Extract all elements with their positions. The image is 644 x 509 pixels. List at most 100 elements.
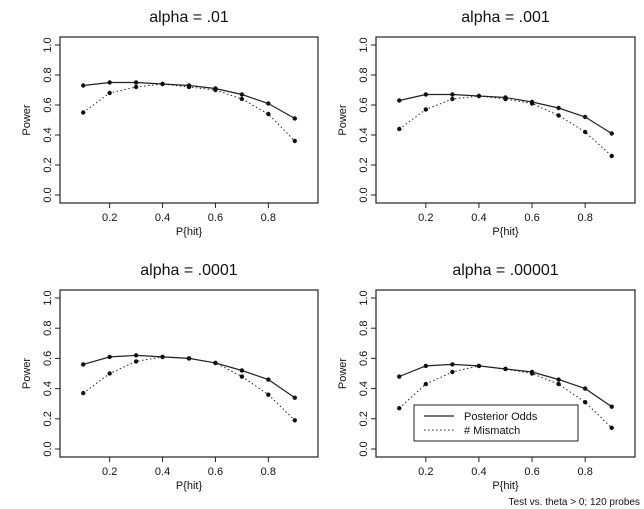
data-point [397,126,402,132]
data-point [213,87,218,93]
y-tick-label: 0.2 [42,157,54,172]
data-point [266,377,271,382]
legend-box [413,404,579,442]
y-axis-label: Power [337,358,349,390]
chart-title: alpha = .00001 [452,262,558,279]
data-point [81,390,86,396]
y-tick-label: 0.2 [358,157,370,172]
y-tick-label: 0.4 [42,381,54,396]
y-tick-label: 1.0 [42,290,54,305]
x-axis-label: P{hit} [176,226,203,238]
y-axis-label: Power [337,104,349,136]
x-tick-label: 0.2 [418,212,433,224]
data-point [81,83,86,88]
data-point [292,116,297,121]
data-point [450,96,455,102]
chart-title: alpha = .0001 [140,262,238,279]
chart-panel-4: alpha = .00001 0.2 0.4 0.6 0.8 0.0 0.2 0.4 0.6 0.… [337,262,636,492]
data-point [582,129,588,135]
legend-label: # Mismatch [464,425,520,437]
data-point [133,359,139,364]
y-tick-label: 0.6 [358,97,370,112]
x-tick-label: 0.6 [208,466,223,478]
x-tick-label: 0.6 [208,212,223,224]
x-tick-label: 0.4 [155,212,170,224]
data-point [397,374,402,379]
data-point [476,363,482,369]
data-point [292,418,297,423]
figure-footnote: Test vs. theta > 0; 120 probes [509,497,640,508]
data-point [582,386,588,391]
chart-title: alpha = .01 [149,9,229,26]
y-tick-label: 0.0 [358,441,370,456]
chart-panel-2: alpha = .001 0.2 0.4 0.6 0.8 0.0 0.2 0.4 0.6 0.8 1… [337,9,636,238]
data-point [397,406,402,411]
data-point [609,425,614,431]
y-tick-label: 0.2 [42,411,54,426]
series-line-mismatch [82,83,296,142]
data-point [423,363,429,369]
y-tick-label: 0.0 [358,187,370,202]
x-axis-label: P{hit} [176,480,203,492]
x-tick-label: 0.8 [261,212,276,224]
y-axis-label: Power [21,358,33,390]
data-point [266,101,271,106]
x-tick-label: 0.4 [471,466,486,478]
legend-label: Posterior Odds [464,411,538,423]
y-tick-label: 1.0 [358,290,370,305]
y-tick-label: 0.4 [358,127,370,142]
data-point [556,377,561,382]
data-point [292,395,297,400]
data-point [609,404,614,409]
data-point [239,92,245,97]
data-point [186,84,192,90]
plot-frame [59,36,319,204]
data-point [239,368,245,373]
y-tick-label: 1.0 [42,37,54,52]
y-tick-label: 0.6 [42,351,54,366]
series-line-mismatch [82,356,296,421]
data-point [133,84,139,90]
legend: Posterior Odds # Mismatch [413,404,579,442]
chart-panel-3: alpha = .0001 0.2 0.4 0.6 0.8 0.0 0.2 0.4 0.6 0.8… [21,262,319,492]
y-tick-label: 0.6 [358,351,370,366]
data-point [423,107,429,112]
data-point [160,354,165,360]
y-tick-label: 0.8 [358,67,370,82]
data-point [239,96,245,102]
y-axis-label: Power [21,104,33,136]
x-axis-label: P{hit} [492,226,519,238]
data-point [556,113,561,118]
plot-frame [375,36,636,204]
x-tick-label: 0.8 [578,466,593,478]
y-tick-label: 1.0 [358,37,370,52]
y-tick-label: 0.8 [42,321,54,336]
y-tick-label: 0.0 [42,441,54,456]
data-point [107,80,112,85]
data-point [239,374,245,379]
data-point [556,381,561,387]
data-point [186,356,192,361]
data-point [609,153,614,159]
x-tick-label: 0.4 [155,466,170,478]
data-point [423,92,429,97]
data-point [476,93,482,99]
x-axis-label: P{hit} [492,480,519,492]
data-point [213,360,218,366]
data-point [529,101,535,106]
data-point [160,81,165,87]
y-tick-label: 0.8 [358,321,370,336]
data-point [582,399,588,405]
plot-frame [59,289,319,458]
data-point [450,369,455,375]
chart-panel-1: alpha = .01 0.2 0.4 0.6 0.8 0.0 0.2 0.4 0.6 0.8 1.… [21,9,319,238]
data-point [397,98,402,103]
data-point [133,353,139,358]
x-tick-label: 0.8 [578,212,593,224]
data-point [450,362,455,367]
x-tick-label: 0.2 [102,466,117,478]
series-line-posterior-odds [83,354,296,399]
series-line-mismatch [399,95,613,157]
y-tick-label: 0.8 [42,67,54,82]
y-tick-label: 0.4 [358,381,370,396]
